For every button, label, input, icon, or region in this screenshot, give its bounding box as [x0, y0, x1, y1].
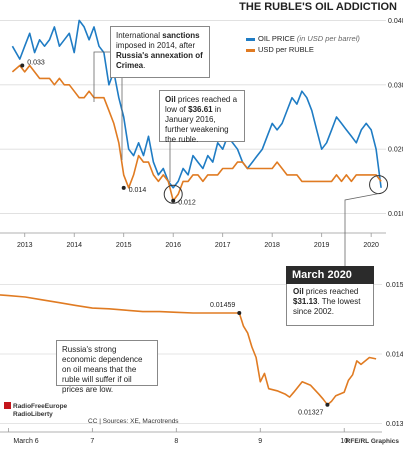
bottom-data-label-1: 0.01327	[298, 410, 323, 417]
oil-low-bold2: $36.61	[188, 105, 213, 114]
logo-mark-icon	[4, 402, 11, 409]
annotation-sanctions: International sanctions imposed in 2014,…	[110, 26, 210, 78]
top-data-label-0: 0.033	[27, 60, 45, 67]
sources-text: CC | Sources: XE, Macrotrends	[88, 418, 179, 425]
bottom-ytick-0: 0.013	[386, 421, 403, 428]
top-data-label-1: 0.014	[129, 187, 147, 194]
bottom-point-0	[237, 310, 242, 315]
bottom-data-label-0: 0.01459	[210, 302, 235, 309]
sanctions-pre: International	[116, 31, 163, 40]
oil-low-bold1: Oil	[165, 95, 176, 104]
bottom-xtick-3: 9	[258, 438, 262, 445]
march-bold1: Oil	[293, 287, 304, 296]
annotation-oil-low: Oil prices reached a low of $36.61 in Ja…	[159, 90, 245, 144]
top-point-2	[171, 198, 176, 203]
chart-marks: 0.033 0.014 0.012 0.01459 0.01327	[20, 51, 389, 417]
top-data-label-2: 0.012	[178, 200, 196, 207]
top-ytick-3: 0.040	[388, 18, 403, 25]
top-ytick-0: 0.010	[388, 211, 403, 218]
top-ytick-1: 0.020	[388, 147, 403, 154]
top-xtick-0: 2013	[17, 242, 33, 249]
sanctions-mid: imposed in 2014, after	[116, 41, 196, 50]
bottom-ytick-2: 0.015	[386, 282, 403, 289]
connector-sanctions-bracket	[93, 51, 110, 102]
march-post: . The lowest since 2002.	[293, 297, 361, 316]
bottom-series-line-0	[0, 294, 377, 406]
top-xtick-6: 2019	[314, 242, 330, 249]
sanctions-post: .	[143, 61, 146, 70]
top-xtick-3: 2016	[165, 242, 181, 249]
bottom-xtick-0: March 6	[13, 438, 38, 445]
top-point-0	[20, 63, 25, 68]
legend-oil-hint: (in USD per barrel)	[296, 34, 360, 43]
top-series-line-0	[11, 19, 382, 189]
top-xtick-1: 2014	[66, 242, 82, 249]
sanctions-bold2: Russia's annexation of Crimea	[116, 51, 203, 70]
logo-line1: RadioFreeEurope	[13, 403, 68, 410]
legend-usd-swatch	[246, 48, 255, 52]
top-xtick-2: 2015	[116, 242, 132, 249]
bottom-xtick-2: 8	[174, 438, 178, 445]
top-series-line-1	[11, 64, 382, 202]
credit-text: RFE/RL Graphics	[345, 438, 399, 445]
logo-line1-row: RadioFreeEurope	[4, 402, 67, 411]
top-xtick-5: 2018	[264, 242, 280, 249]
bottom-ytick-1: 0.014	[386, 351, 403, 358]
top-chart-series	[11, 19, 382, 202]
legend-oil-swatch	[246, 37, 255, 41]
oil-low-mid: prices reached a low of	[165, 95, 238, 114]
march-mid: prices reached	[303, 287, 359, 296]
bottom-xtick-4: 10	[340, 438, 348, 445]
sanctions-bold1: sanctions	[162, 31, 200, 40]
legend-usd-label: USD per RUBLE	[258, 45, 314, 54]
rferl-logo: RadioFreeEurope RadioLiberty	[4, 402, 67, 419]
logo-line2: RadioLiberty	[13, 411, 53, 418]
top-xtick-4: 2017	[215, 242, 231, 249]
top-ytick-2: 0.030	[388, 82, 403, 89]
march-2020-heading: March 2020	[286, 266, 374, 284]
march-bold2: $31.13	[293, 297, 318, 306]
bottom-point-1	[325, 402, 330, 407]
connector-march	[344, 193, 379, 266]
top-chart-axes: 0.010 0.020 0.030 0.040 2013 2014 2015 2016 2017…	[0, 18, 403, 249]
bottom-xtick-1: 7	[90, 438, 94, 445]
legend-usd: USD per RUBLE	[246, 45, 314, 54]
top-point-1	[121, 185, 126, 190]
top-highlight-2016	[163, 184, 183, 204]
bottom-chart-series	[0, 294, 377, 406]
oil-low-post: in January 2016, further weakening the r…	[165, 105, 229, 144]
legend-oil-label: OIL PRICE	[258, 34, 295, 43]
annotation-march-2020: Oil prices reached $31.13. The lowest si…	[286, 284, 374, 326]
chart-title: THE RUBLE'S OIL ADDICTION	[239, 1, 397, 13]
bottom-chart-axes: 0.013 0.014 0.015 March 6 7 8 9 10	[0, 282, 403, 445]
annotation-dependence: Russia's strong economic dependence on o…	[56, 340, 158, 394]
legend-oil: OIL PRICE (in USD per barrel)	[246, 34, 360, 43]
top-xtick-7: 2020	[363, 242, 379, 249]
